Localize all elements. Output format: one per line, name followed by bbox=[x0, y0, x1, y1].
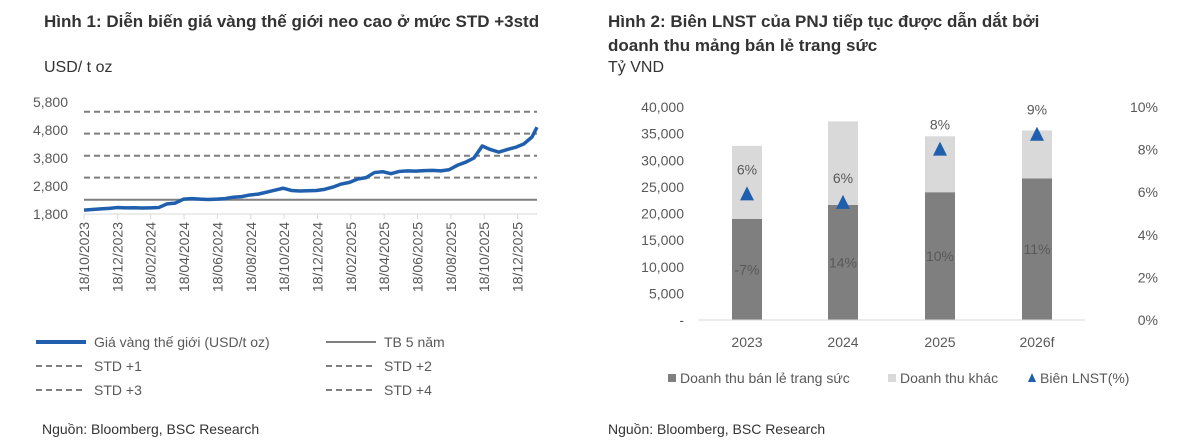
bar-retail-2025 bbox=[925, 192, 955, 320]
x-tick-label: 18/12/2023 bbox=[109, 222, 125, 292]
legend-label: Giá vàng thế giới (USD/t oz) bbox=[94, 334, 270, 350]
legend-label: STD +3 bbox=[94, 382, 142, 398]
chart1-unit: USD/ t oz bbox=[44, 59, 113, 76]
x-tick-label: 18/12/2024 bbox=[309, 222, 325, 292]
y-tick-label: 40,000 bbox=[641, 99, 684, 115]
retail-growth-label: 10% bbox=[926, 248, 954, 264]
x-tick-label: 18/12/2025 bbox=[510, 222, 526, 292]
y2-tick-label: 0% bbox=[1138, 312, 1158, 328]
bar-retail-2023 bbox=[732, 218, 762, 320]
gold-price-line bbox=[83, 126, 539, 212]
x-tick-label: 18/06/2024 bbox=[209, 222, 225, 292]
y-tick-label: 5,000 bbox=[649, 285, 684, 301]
y-tick-label: 5,800 bbox=[33, 94, 68, 110]
legend-label: STD +1 bbox=[94, 358, 142, 374]
bar-retail-2026f bbox=[1022, 178, 1052, 320]
y-tick-label: 1,800 bbox=[33, 206, 68, 222]
x-tick-label: 18/04/2024 bbox=[176, 222, 192, 292]
x-tick-label: 18/08/2024 bbox=[243, 222, 259, 292]
x-tick-label: 18/04/2025 bbox=[376, 222, 392, 292]
y2-tick-label: 2% bbox=[1138, 269, 1158, 285]
x-tick-label: 2023 bbox=[731, 334, 762, 350]
chart2-title: Hình 2: Biên LNST của PNJ tiếp tục được … bbox=[608, 12, 1040, 55]
chart1-title: Hình 1: Diễn biến giá vàng thế giới neo … bbox=[44, 12, 540, 31]
retail-growth-label: 14% bbox=[829, 254, 857, 270]
legend-label: Doanh thu khác bbox=[900, 370, 998, 386]
y-tick-label: 20,000 bbox=[641, 206, 684, 222]
y-tick-label: 2,800 bbox=[33, 178, 68, 194]
y2-tick-label: 6% bbox=[1138, 184, 1158, 200]
x-tick-label: 18/02/2024 bbox=[143, 222, 159, 292]
margin-label: 9% bbox=[1027, 102, 1047, 118]
chart2-unit: Tỷ VND bbox=[608, 59, 664, 76]
margin-label: 8% bbox=[930, 117, 950, 133]
legend-label: Biên LNST(%) bbox=[1040, 370, 1129, 386]
bar-other-2023 bbox=[732, 145, 762, 219]
bar-retail-2024 bbox=[828, 204, 858, 320]
margin-label: 6% bbox=[737, 161, 757, 177]
y-tick-label: 15,000 bbox=[641, 232, 684, 248]
retail-growth-label: 11% bbox=[1024, 241, 1051, 257]
margin-marker bbox=[740, 186, 754, 201]
y-tick-label: 3,800 bbox=[33, 150, 68, 166]
y2-tick-label: 8% bbox=[1138, 142, 1158, 158]
x-tick-label: 2025 bbox=[924, 334, 955, 350]
legend-swatch bbox=[668, 374, 676, 382]
x-tick-label: 2026f bbox=[1019, 334, 1054, 350]
bar-other-2024 bbox=[828, 121, 858, 205]
y-tick-label: - bbox=[679, 312, 684, 328]
legend-label: Doanh thu bán lẻ trang sức bbox=[680, 370, 850, 386]
legend-label: TB 5 năm bbox=[384, 334, 445, 350]
y-tick-label: 4,800 bbox=[33, 122, 68, 138]
x-tick-label: 2024 bbox=[827, 334, 858, 350]
y-tick-label: 30,000 bbox=[641, 152, 684, 168]
y-tick-label: 10,000 bbox=[641, 259, 684, 275]
retail-growth-label: -7% bbox=[735, 261, 760, 277]
x-tick-label: 18/02/2025 bbox=[343, 222, 359, 292]
legend-label: STD +2 bbox=[384, 358, 432, 374]
y2-tick-label: 10% bbox=[1130, 99, 1158, 115]
y2-tick-label: 4% bbox=[1138, 227, 1158, 243]
margin-label: 6% bbox=[833, 170, 853, 186]
margin-marker bbox=[933, 141, 947, 156]
margin-marker bbox=[836, 194, 850, 209]
chart2-source: Nguồn: Bloomberg, BSC Research bbox=[608, 421, 826, 437]
y-tick-label: 25,000 bbox=[641, 179, 684, 195]
legend-swatch bbox=[888, 374, 896, 382]
x-tick-label: 18/08/2025 bbox=[443, 222, 459, 292]
legend-label: STD +4 bbox=[384, 382, 432, 398]
margin-marker bbox=[1030, 126, 1044, 141]
legend-swatch bbox=[1028, 373, 1036, 382]
chart1-source: Nguồn: Bloomberg, BSC Research bbox=[42, 421, 260, 437]
x-tick-label: 18/10/2023 bbox=[76, 222, 92, 292]
x-tick-label: 18/06/2025 bbox=[410, 222, 426, 292]
x-tick-label: 18/10/2025 bbox=[476, 222, 492, 292]
y-tick-label: 35,000 bbox=[641, 126, 684, 142]
x-tick-label: 18/10/2024 bbox=[276, 222, 292, 292]
